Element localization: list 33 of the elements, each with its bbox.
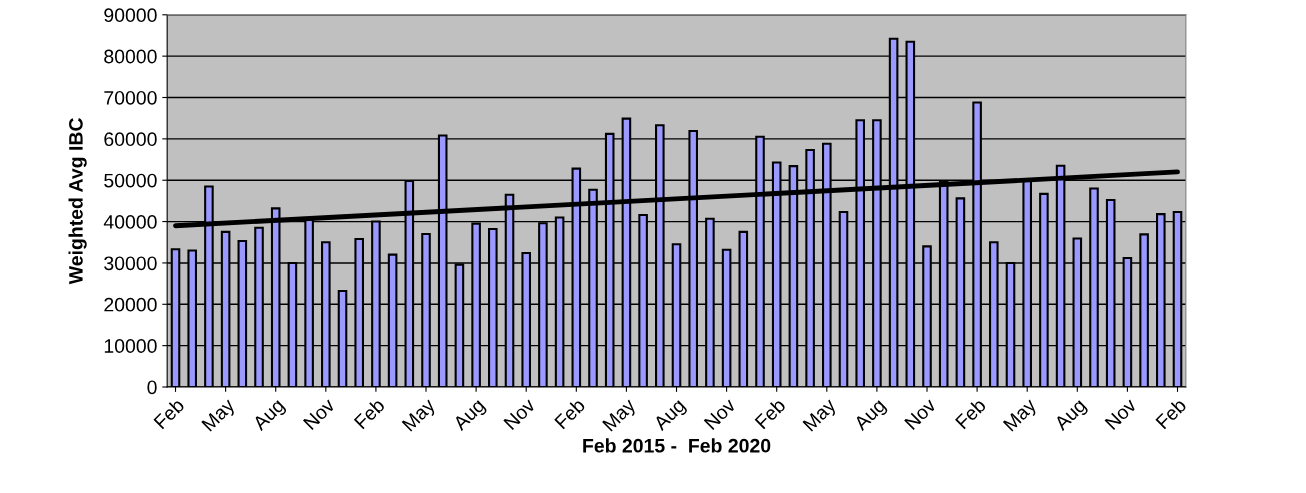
y-tick-label: 10000	[104, 339, 157, 353]
x-tick-label: Feb	[754, 397, 787, 430]
y-tick-label: 20000	[104, 297, 157, 312]
y-tick-label: 0	[147, 380, 157, 395]
x-tick-label: Aug	[1053, 398, 1090, 434]
x-tick-label: Nov	[303, 397, 336, 431]
x-tick-label: Nov	[904, 397, 938, 431]
y-tick-label: 90000	[104, 8, 157, 23]
x-tick-label: Nov	[703, 397, 737, 431]
x-tick-label: Aug	[251, 398, 288, 434]
x-tick-label: Nov	[503, 397, 537, 431]
x-tick-label: May	[602, 397, 640, 435]
y-tick-label: 50000	[104, 173, 157, 188]
x-tick-label: Feb	[1154, 397, 1188, 430]
y-tick-label: 40000	[103, 215, 157, 229]
x-tick-label: Feb	[353, 397, 386, 430]
y-tick-label: 60000	[104, 132, 157, 147]
x-tick-label: May	[401, 397, 439, 435]
x-tick-label: May	[802, 397, 840, 435]
x-tick-label: Aug	[452, 398, 489, 434]
x-tick-label: Aug	[852, 398, 889, 434]
y-tick-label: 30000	[104, 256, 157, 271]
x-tick-label: Feb	[553, 397, 586, 430]
x-tick-label: Aug	[652, 398, 689, 434]
y-axis-title: Weighted Avg IBC	[68, 118, 87, 285]
y-tick-label: 80000	[104, 49, 157, 64]
x-axis-title: Feb 2015 - Feb 2020	[583, 438, 771, 453]
x-tick-label: Feb	[954, 397, 987, 430]
x-tick-label: May	[201, 397, 239, 435]
x-tick-label: Nov	[1104, 397, 1138, 431]
x-tick-label: May	[1002, 397, 1040, 435]
x-tick-label: Feb	[152, 397, 186, 430]
y-tick-label: 70000	[104, 90, 157, 105]
